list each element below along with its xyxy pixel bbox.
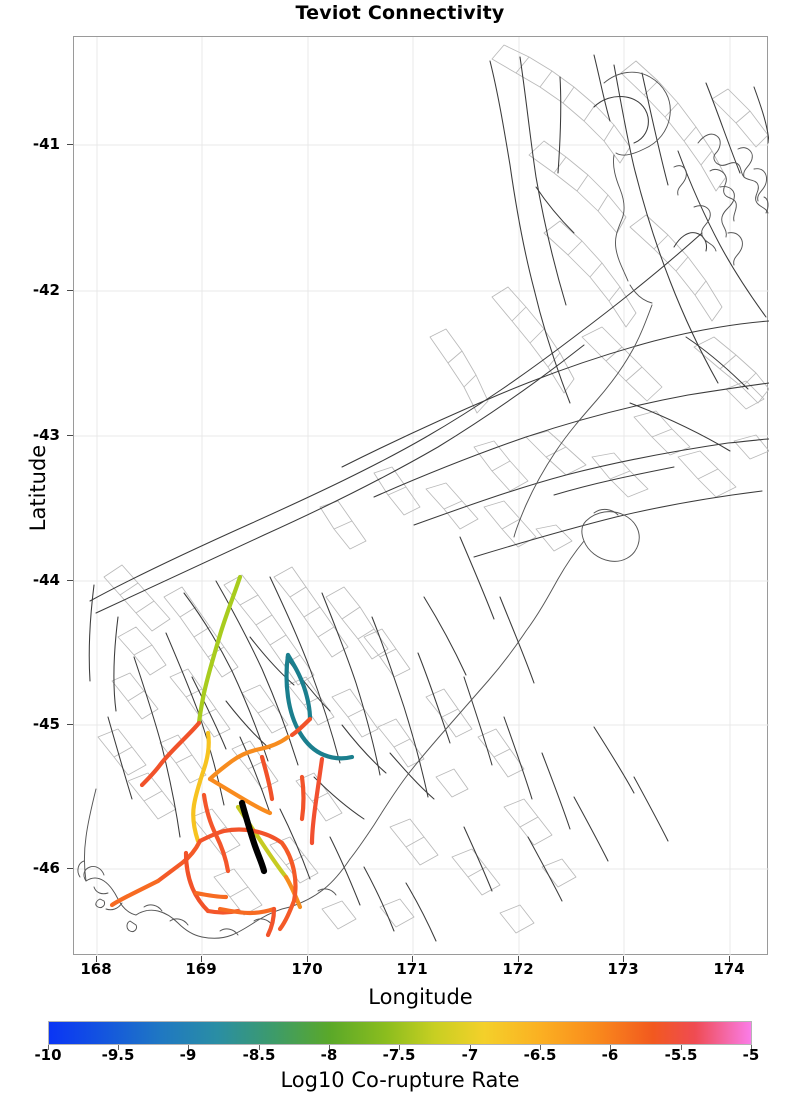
connected-fault-s	[299, 774, 306, 822]
y-tick-mark	[67, 144, 73, 145]
x-tick-mark	[623, 956, 624, 962]
colorbar-gradient	[48, 1021, 752, 1045]
colorbar-tick-label: -5.5	[664, 1046, 698, 1064]
colorbar-tick-label: -10	[34, 1046, 62, 1064]
x-tick-label: 173	[607, 960, 639, 978]
y-tick-label: -42	[32, 281, 60, 299]
x-tick-mark	[518, 956, 519, 962]
connected-fault-a	[196, 574, 243, 726]
y-tick-label: -45	[32, 715, 60, 733]
connected-fault-j2	[109, 878, 161, 908]
y-tick-label: -41	[32, 135, 60, 153]
connected-fault-p	[265, 906, 277, 938]
x-tick-label: 168	[80, 960, 112, 978]
x-tick-label: 170	[291, 960, 323, 978]
colorbar-tick	[751, 1045, 752, 1050]
colorbar-tick	[118, 1045, 119, 1050]
x-tick-mark	[201, 956, 202, 962]
x-tick-label: 172	[502, 960, 534, 978]
y-tick-mark	[67, 724, 73, 725]
colorbar[interactable]	[48, 1021, 752, 1050]
colorbar-tick-label: -9.5	[101, 1046, 135, 1064]
x-tick-mark	[412, 956, 413, 962]
colorbar-tick-label: -7	[461, 1046, 479, 1064]
connected-fault-q	[277, 898, 297, 932]
colorbar-tick	[188, 1045, 189, 1050]
y-tick-mark	[67, 580, 73, 581]
y-tick-mark	[67, 290, 73, 291]
connected-fault-d	[207, 734, 291, 782]
x-tick-mark	[96, 956, 97, 962]
colorbar-tick-label: -9	[179, 1046, 197, 1064]
x-tick-mark	[307, 956, 308, 962]
connected-fault-k2	[183, 850, 211, 914]
colorbar-tick	[470, 1045, 471, 1050]
connected-fault-l	[279, 840, 298, 904]
connected-fault-k	[197, 827, 285, 846]
connected-fault-traces	[109, 574, 355, 938]
map-canvas	[74, 37, 769, 956]
x-tick-label: 174	[713, 960, 745, 978]
y-tick-mark	[67, 435, 73, 436]
colorbar-tick-label: -7.5	[382, 1046, 416, 1064]
connected-fault-b	[139, 720, 202, 788]
colorbar-title: Log10 Co-rupture Rate	[280, 1068, 520, 1092]
page-title: Teviot Connectivity	[295, 2, 505, 24]
y-tick-mark	[67, 868, 73, 869]
background-fault-traces	[88, 54, 769, 942]
source-fault-teviot	[238, 799, 268, 875]
map-plot-area[interactable]	[73, 36, 769, 956]
connected-fault-h	[207, 776, 273, 816]
connected-fault-i	[309, 756, 325, 846]
connected-fault-e	[284, 652, 355, 761]
colorbar-tick	[259, 1045, 260, 1050]
colorbar-tick	[48, 1045, 49, 1050]
connected-fault-j	[155, 838, 203, 884]
colorbar-tick-label: -6.5	[523, 1046, 557, 1064]
y-tick-label: -46	[32, 859, 60, 877]
connected-fault-i2	[289, 716, 313, 738]
x-tick-label: 171	[396, 960, 428, 978]
y-tick-label: -43	[32, 426, 60, 444]
connected-fault-r	[259, 754, 275, 802]
grid-lines	[74, 37, 769, 956]
colorbar-tick-label: -8.5	[242, 1046, 276, 1064]
colorbar-tick-label: -5	[742, 1046, 760, 1064]
colorbar-tick	[610, 1045, 611, 1050]
connected-fault-o	[217, 906, 277, 916]
coastline	[77, 71, 769, 939]
colorbar-tick	[399, 1045, 400, 1050]
colorbar-tick-label: -6	[601, 1046, 619, 1064]
x-tick-label: 169	[185, 960, 217, 978]
colorbar-tick	[540, 1045, 541, 1050]
connected-fault-n	[193, 890, 229, 900]
colorbar-tick-label: -8	[320, 1046, 338, 1064]
colorbar-tick	[329, 1045, 330, 1050]
connected-fault-e2	[285, 652, 313, 722]
connected-fault-c	[191, 730, 211, 844]
x-axis-label: Longitude	[368, 985, 473, 1009]
fault-section-polygons	[97, 44, 769, 934]
colorbar-tick	[681, 1045, 682, 1050]
x-tick-mark	[729, 956, 730, 962]
y-axis-label: Latitude	[26, 444, 50, 532]
y-tick-label: -44	[32, 571, 60, 589]
